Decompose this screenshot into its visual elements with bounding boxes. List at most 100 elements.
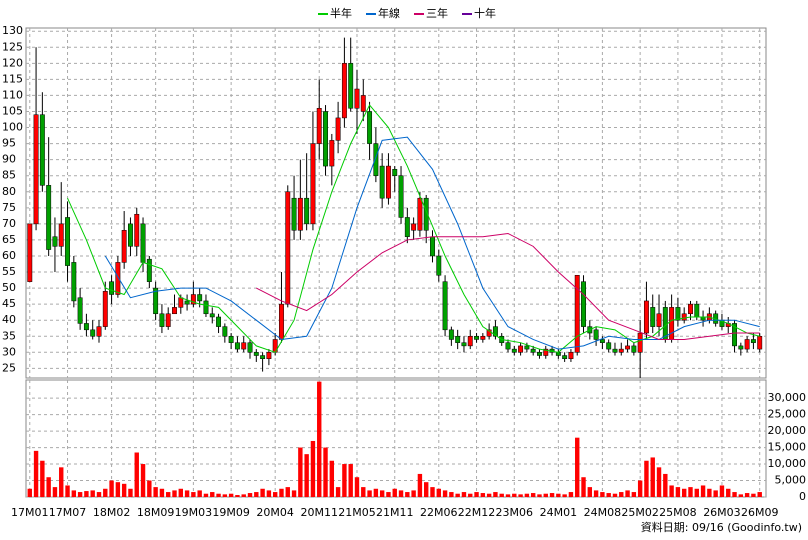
candle-body: [423, 197, 429, 231]
volume-bar: [700, 485, 706, 497]
candle-body: [128, 223, 133, 247]
candle-body: [474, 336, 479, 340]
volume-bar: [228, 493, 234, 497]
candle-body: [159, 313, 165, 327]
volume-bar: [637, 480, 643, 497]
candle-body: [511, 348, 517, 353]
x-tick-label: 19M09: [212, 506, 250, 519]
ma-line: [67, 104, 760, 353]
volume-bar: [222, 494, 228, 497]
candle-body: [612, 348, 618, 353]
x-tick-label: 19M03: [175, 506, 213, 519]
y-tick-label: 100: [2, 121, 23, 134]
volume-bar: [644, 460, 649, 497]
volume-bar: [210, 492, 215, 497]
y-tick-label: 125: [2, 40, 23, 53]
candle-body: [297, 197, 303, 231]
y-tick-label: 85: [2, 169, 16, 182]
volume-bar: [650, 457, 655, 497]
volume-bar: [512, 493, 517, 497]
volume-bar: [254, 492, 259, 497]
price-panel: [25, 27, 767, 379]
candle-body: [738, 345, 744, 350]
candle-body: [209, 313, 215, 318]
volume-bar: [52, 487, 58, 497]
candle-body: [348, 63, 354, 109]
candle-body: [71, 262, 77, 302]
candle-body: [681, 313, 687, 321]
x-tick-label: 24M01: [540, 506, 578, 519]
volume-bar: [27, 488, 32, 497]
y2-tick-label: 15,000: [768, 441, 807, 454]
volume-bar: [247, 493, 253, 497]
candle-body: [304, 197, 310, 225]
candle-body: [266, 352, 272, 359]
volume-bar: [379, 490, 385, 497]
legend-label: 半年: [330, 6, 352, 20]
volume-bar: [392, 488, 397, 497]
volume-bar: [348, 464, 353, 497]
volume-bar: [140, 464, 146, 497]
candle-body: [58, 223, 64, 247]
candle-body: [404, 217, 410, 237]
candle-body: [518, 345, 524, 353]
volume-bar: [178, 488, 183, 497]
candle-body: [140, 223, 146, 263]
volume-bar: [373, 488, 379, 497]
volume-bar: [518, 494, 523, 497]
volume-bar: [386, 492, 391, 497]
volume-bar: [631, 492, 637, 497]
candle-body: [385, 165, 391, 199]
candle-body: [650, 307, 656, 327]
y2-tick-label: 30,000: [768, 391, 807, 404]
candle-body: [625, 345, 631, 350]
candle-body: [675, 307, 681, 321]
y-tick-label: 70: [2, 217, 16, 230]
x-tick-label: 26M03: [703, 506, 741, 519]
volume-bar: [543, 493, 548, 497]
candle-body: [341, 63, 347, 119]
x-tick-label: 17M07: [49, 506, 87, 519]
candle-body: [247, 342, 253, 353]
volume-bar: [575, 437, 580, 497]
candle-body: [39, 114, 45, 186]
y-tick-label: 90: [2, 153, 16, 166]
volume-bar: [103, 488, 108, 497]
volume-bar: [115, 482, 121, 497]
candle-body: [373, 143, 379, 176]
candle-body: [285, 191, 291, 305]
volume-bar: [235, 495, 240, 497]
volume-bar: [549, 493, 555, 497]
y2-tick-label: 5,000: [775, 474, 807, 487]
volume-bar: [121, 483, 127, 497]
candle-body: [253, 352, 259, 356]
candle-body: [744, 339, 750, 350]
candle-body: [455, 336, 461, 343]
volume-bar: [719, 485, 725, 497]
volume-bar: [241, 494, 246, 497]
volume-bar: [612, 493, 618, 497]
volume-bar: [486, 493, 492, 497]
volume-bar: [96, 492, 102, 497]
volume-bar: [600, 492, 605, 497]
volume-bar: [738, 494, 744, 497]
candle-body: [411, 223, 417, 231]
volume-bar: [323, 447, 328, 497]
candle-body: [184, 300, 190, 305]
volume-bar: [109, 480, 114, 497]
candle-body: [90, 329, 96, 337]
candle-body: [134, 213, 140, 247]
volume-bar: [216, 493, 221, 497]
candle-body: [669, 307, 675, 340]
volume-bar: [361, 487, 366, 497]
volume-bar: [499, 493, 504, 497]
y-tick-label: 50: [2, 281, 16, 294]
candle-body: [530, 348, 536, 353]
volume-bar: [625, 490, 630, 497]
candle-body: [599, 339, 605, 343]
candle-body: [316, 108, 322, 144]
candle-body: [165, 313, 171, 327]
candle-body: [260, 355, 266, 359]
